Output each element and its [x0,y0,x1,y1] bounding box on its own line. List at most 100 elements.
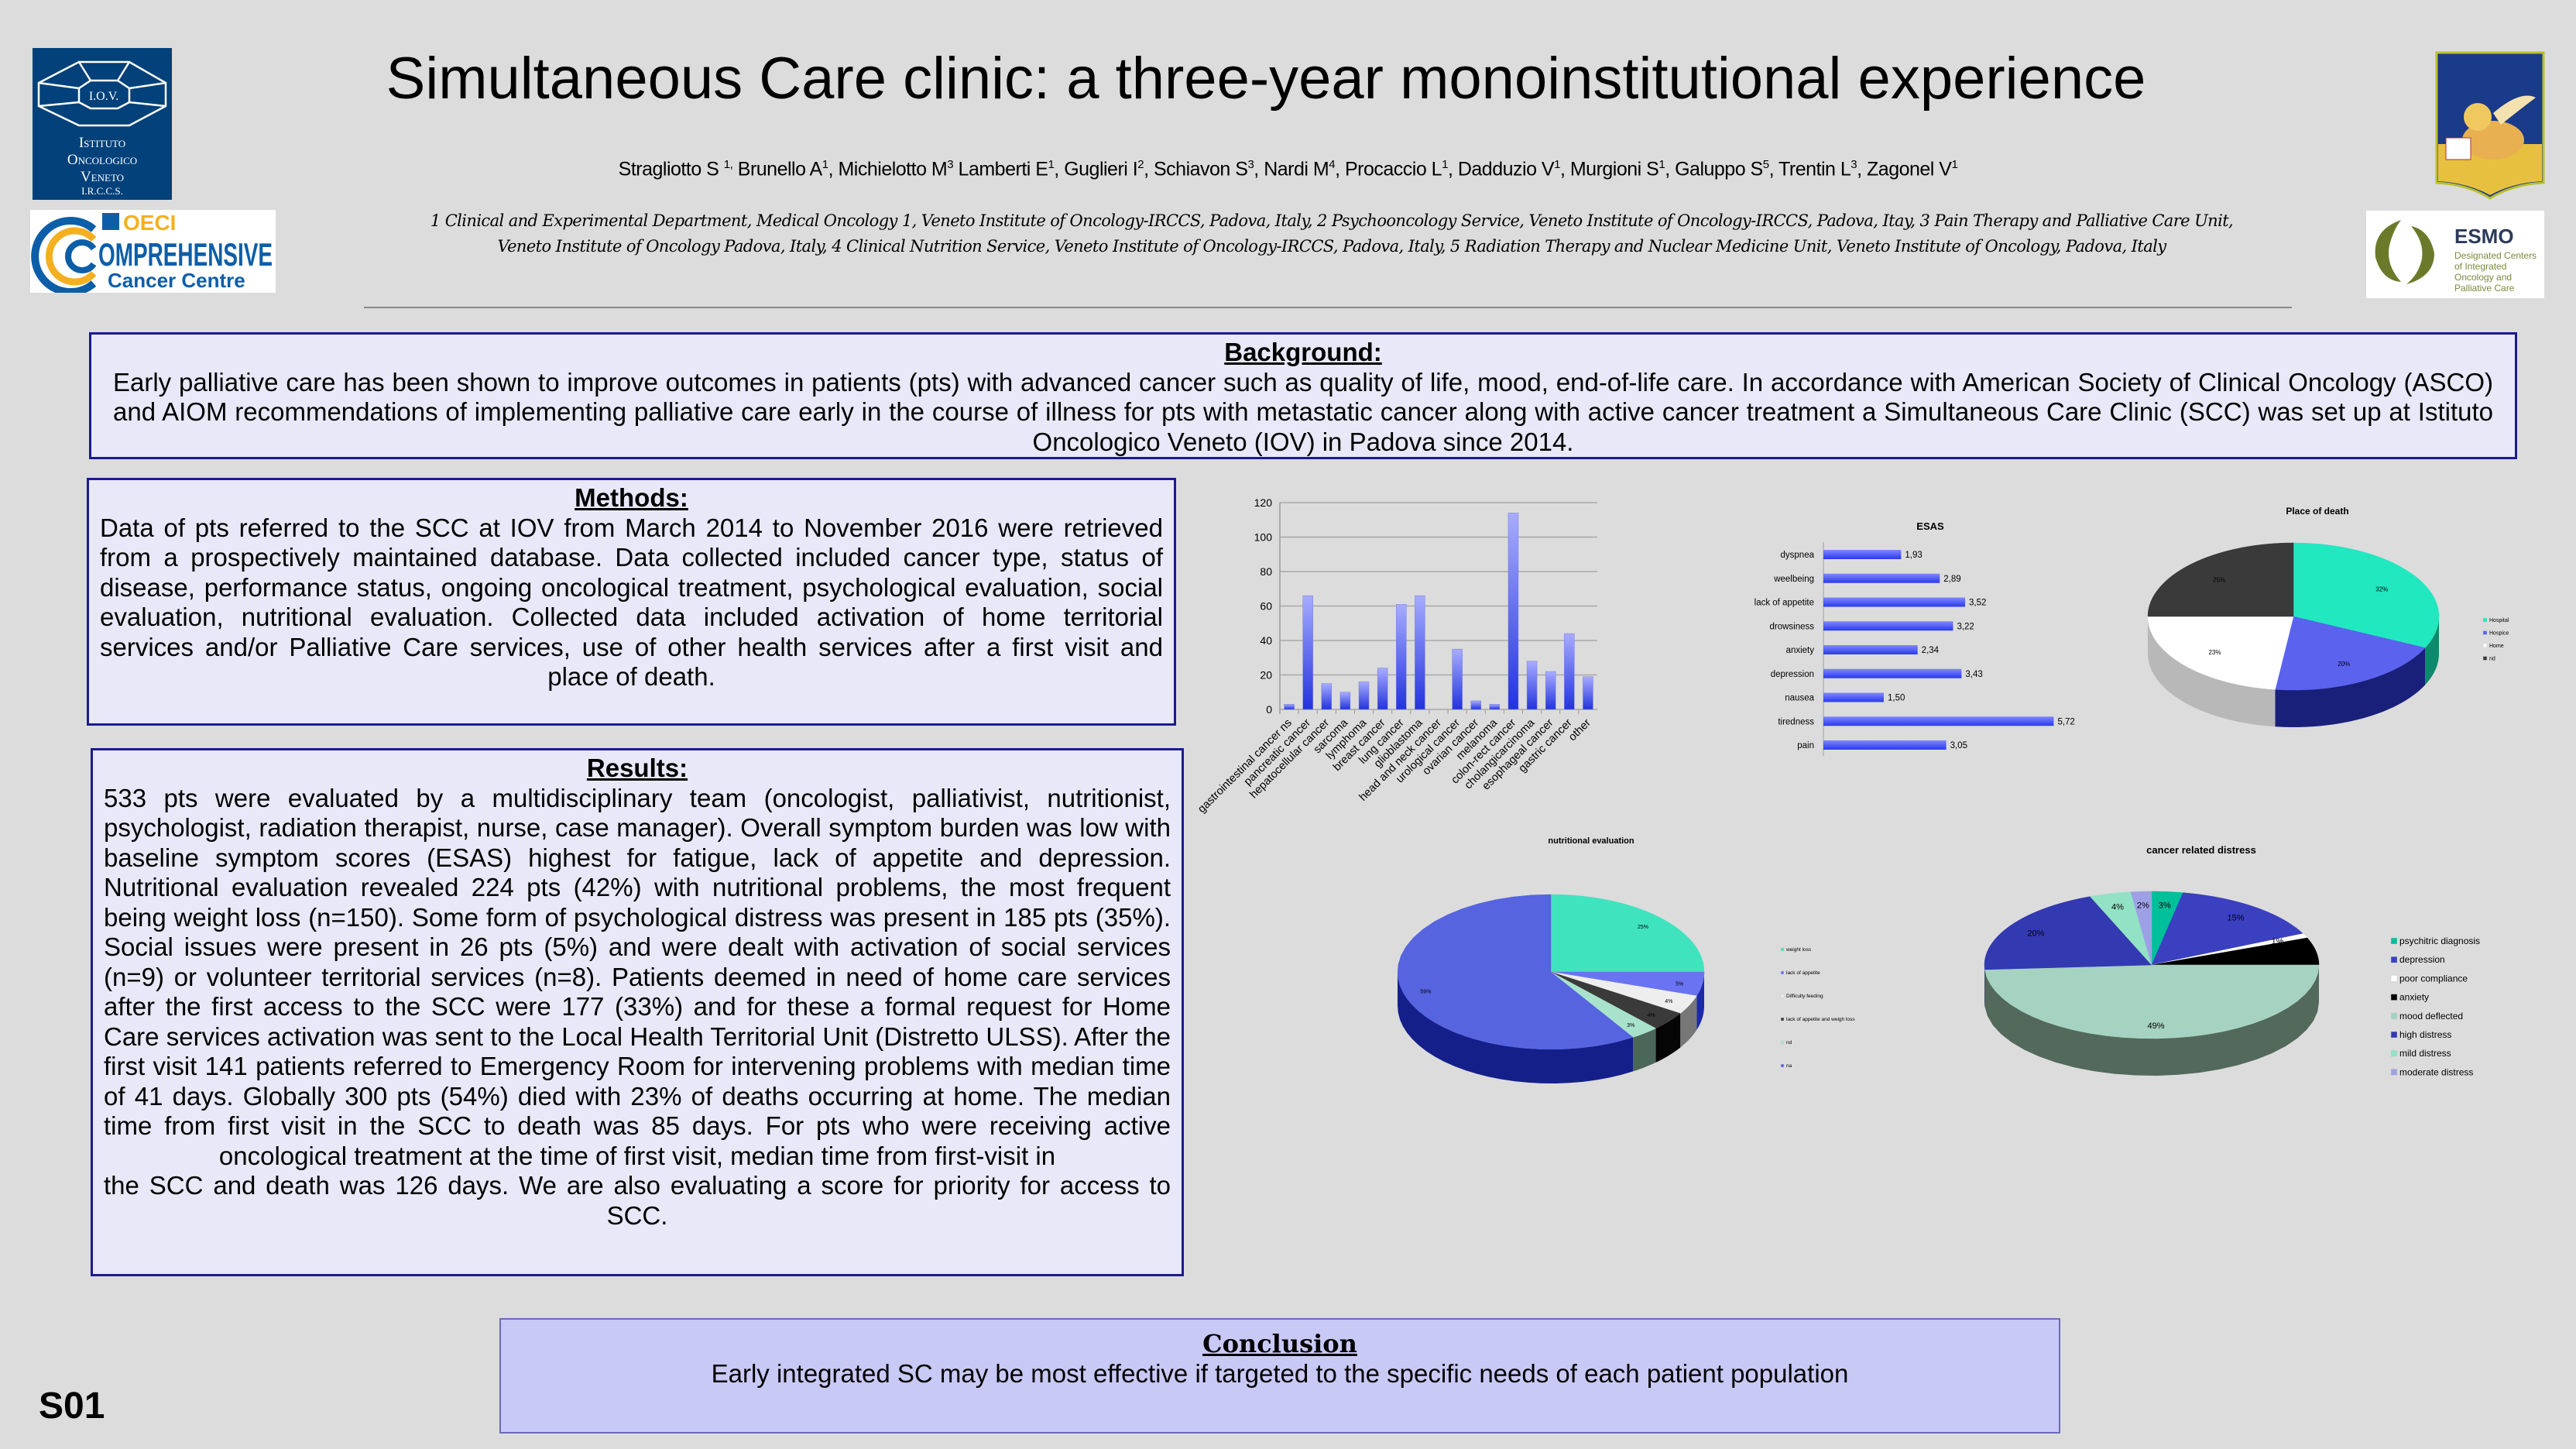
oeci-emblem-icon: OECI OMPREHENSIVE Cancer Centre [31,211,273,296]
slice-label: 5% [1676,981,1683,987]
legend-label: moderate distress [2399,1066,2473,1077]
author: Procaccio L [1344,158,1442,180]
methods-section: Methods: Data of pts referred to the SCC… [87,478,1176,726]
author-affiliation-number: 1 [1554,158,1560,171]
bar [1823,716,2054,726]
slice-label: 3% [1627,1023,1634,1028]
slice-label: 49% [2148,1022,2165,1031]
pie-slice [1550,971,1681,1029]
bar [1508,513,1519,710]
bar [1377,668,1388,710]
legend-swatch [2482,617,2488,623]
category-label: weelbeing [1773,575,1814,584]
author: Galuppo S [1675,158,1763,180]
y-tick-label: 120 [1254,496,1273,509]
legend-label: anxiety [2399,992,2429,1003]
iov-abbr: I.O.V. [89,90,118,103]
esmo-emblem-icon: ESMO Designated Centers of Integrated On… [2375,220,2537,294]
bar [1358,682,1370,710]
esmo-logo: ESMO Designated Centers of Integrated On… [2366,211,2544,298]
bar [1470,700,1481,710]
bar [1489,704,1501,710]
legend-swatch [1780,994,1785,998]
author-affiliation-number: 1, [723,158,733,171]
author-affiliation-number: 3 [947,158,954,171]
results-text-1: 533 pts were evaluated by a multidiscipl… [104,783,1171,1170]
esas-bar-chart: ESAS dyspnea 1,93 weelbeing 2,89 lack of appe… [1754,520,2075,756]
author: Michielotto M [838,158,948,180]
legend-swatch [2390,1069,2398,1076]
author: Dadduzio V [1457,158,1555,180]
legend-swatch [2390,937,2398,945]
slice-label: 32% [2375,585,2388,592]
y-tick-label: 20 [1260,669,1272,682]
author: Murgioni S [1569,158,1659,180]
category-label: nausea [1785,694,1814,703]
chart-title: ESAS [1916,520,1944,532]
legend-swatch [2482,656,2488,661]
pie-slice [1984,964,2320,1039]
veneto-region-logo [2435,51,2545,200]
pie-slice [1550,971,1705,997]
legend-label: Home [2489,644,2504,649]
pie-slice [2151,933,2308,966]
bar [1823,597,1966,607]
value-label: 5,72 [2057,717,2074,726]
bar [1823,740,1947,750]
category-label: pain [1797,741,1814,750]
background-text: Early palliative care has been shown to … [113,367,2493,456]
conclusion-section: Conclusion Early integrated SC may be mo… [499,1318,2060,1434]
y-tick-label: 0 [1266,703,1272,716]
value-label: 1,50 [1888,694,1905,703]
legend-swatch [1780,947,1785,952]
legend-swatch [2390,994,2398,1001]
oeci-top: OECI [123,211,176,235]
pie-slice [1550,971,1657,1038]
pie-slice [2151,937,2320,966]
background-heading: Background: [1224,338,1382,366]
category-label: tiredness [1778,717,1814,726]
pie-slice-side [1696,972,1704,1030]
legend-label: lack of appetite and weigh loss [1786,1017,1855,1022]
legend-label: poor compliance [2399,973,2468,984]
legend-swatch [2390,1012,2398,1020]
legend-swatch [1780,970,1785,975]
iov-line4: I.R.C.C.S. [81,185,123,197]
results-section: Results: 533 pts were evaluated by a mul… [91,748,1184,1276]
category-label: anxiety [1786,646,1815,655]
author: Brunello A [737,158,822,180]
esmo-name: ESMO [2454,225,2514,248]
category-label: lack of appetite [1754,599,1814,608]
pie-slice-side [1655,1013,1681,1063]
pie-slice [1550,894,1705,973]
category-label: drowsiness [1769,622,1814,631]
pie-slice [1397,894,1634,1050]
bar [1823,645,1918,654]
pie-slice-side [2148,616,2276,727]
author-affiliation-number: 1 [1048,158,1055,171]
y-tick-label: 40 [1260,634,1272,647]
bar [1823,573,1940,583]
author-affiliation-number: 1 [822,158,828,171]
oeci-logo: OECI OMPREHENSIVE Cancer Centre [30,210,276,296]
slice-label: 2% [2137,901,2149,910]
pie-slice [1984,896,2152,970]
bar [1823,621,1953,631]
bar [1526,661,1538,710]
author-affiliation-number: 3 [1851,158,1857,171]
pie-slice-side [1633,1028,1656,1072]
author-affiliation-number: 3 [1247,158,1254,171]
author-affiliation-number: 1 [1951,158,1958,171]
bar [1823,550,1902,559]
pie-slice-side [1680,995,1697,1048]
value-label: 3,52 [1969,599,1986,608]
bar [1284,704,1295,710]
pie-slice-side [1984,965,2319,1076]
legend-swatch [1780,1063,1785,1068]
chart-title: nutritional evaluation [1548,836,1634,846]
pie-slice-side [1398,972,1634,1083]
slice-label: 59% [1420,990,1431,995]
oeci-sub: Cancer Centre [108,269,245,292]
affiliations-line-2: Veneto Institute of Oncology Padova, Ita… [497,237,2166,256]
